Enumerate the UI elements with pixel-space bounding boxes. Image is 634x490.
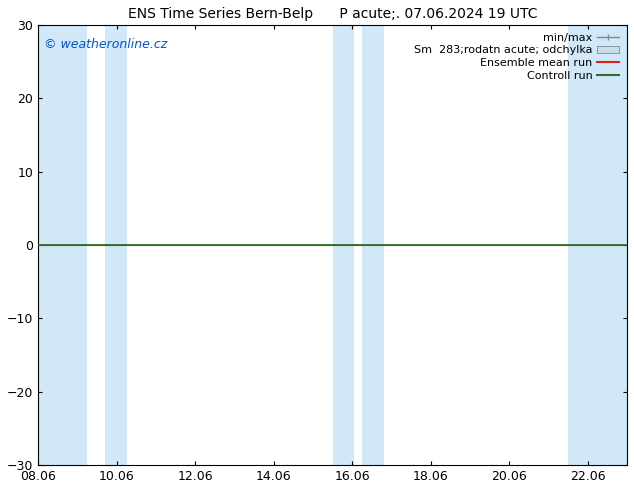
Bar bbox=[38, 25, 87, 465]
Bar bbox=[105, 25, 127, 465]
Title: ENS Time Series Bern-Belp      P acute;. 07.06.2024 19 UTC: ENS Time Series Bern-Belp P acute;. 07.0… bbox=[128, 7, 538, 21]
Legend: min/max, Sm  283;rodatn acute; odchylka, Ensemble mean run, Controll run: min/max, Sm 283;rodatn acute; odchylka, … bbox=[412, 30, 621, 83]
Bar bbox=[568, 25, 627, 465]
Bar bbox=[333, 25, 354, 465]
Bar bbox=[362, 25, 384, 465]
Text: © weatheronline.cz: © weatheronline.cz bbox=[44, 38, 167, 51]
